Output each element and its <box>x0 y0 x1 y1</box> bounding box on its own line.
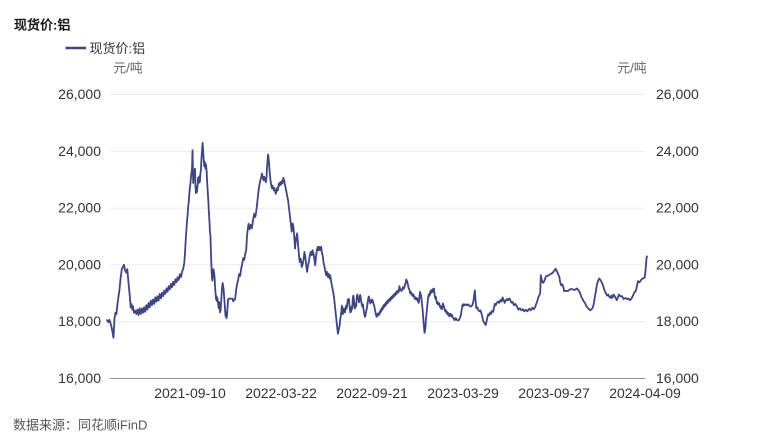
svg-text:2021-09-10: 2021-09-10 <box>154 385 226 401</box>
svg-text:2023-09-27: 2023-09-27 <box>518 385 590 401</box>
svg-text:16,000: 16,000 <box>656 370 699 386</box>
svg-text:22,000: 22,000 <box>58 200 101 216</box>
svg-text:22,000: 22,000 <box>656 200 699 216</box>
svg-text:16,000: 16,000 <box>58 370 101 386</box>
svg-text:24,000: 24,000 <box>656 143 699 159</box>
svg-text:26,000: 26,000 <box>656 86 699 102</box>
svg-text:2022-03-22: 2022-03-22 <box>245 385 317 401</box>
svg-text:26,000: 26,000 <box>58 86 101 102</box>
svg-text:数据来源：同花顺iFinD: 数据来源：同花顺iFinD <box>13 418 147 433</box>
svg-text:2023-03-29: 2023-03-29 <box>427 385 499 401</box>
svg-text:现货价:铝: 现货价:铝 <box>90 41 146 56</box>
svg-text:20,000: 20,000 <box>656 256 699 272</box>
svg-text:元/吨: 元/吨 <box>617 61 647 76</box>
svg-text:24,000: 24,000 <box>58 143 101 159</box>
svg-text:18,000: 18,000 <box>58 313 101 329</box>
svg-text:18,000: 18,000 <box>656 313 699 329</box>
svg-text:2022-09-21: 2022-09-21 <box>336 385 408 401</box>
svg-text:2024-04-09: 2024-04-09 <box>609 385 681 401</box>
svg-text:20,000: 20,000 <box>58 256 101 272</box>
svg-text:元/吨: 元/吨 <box>113 61 143 76</box>
svg-text:现货价:铝: 现货价:铝 <box>14 18 70 33</box>
